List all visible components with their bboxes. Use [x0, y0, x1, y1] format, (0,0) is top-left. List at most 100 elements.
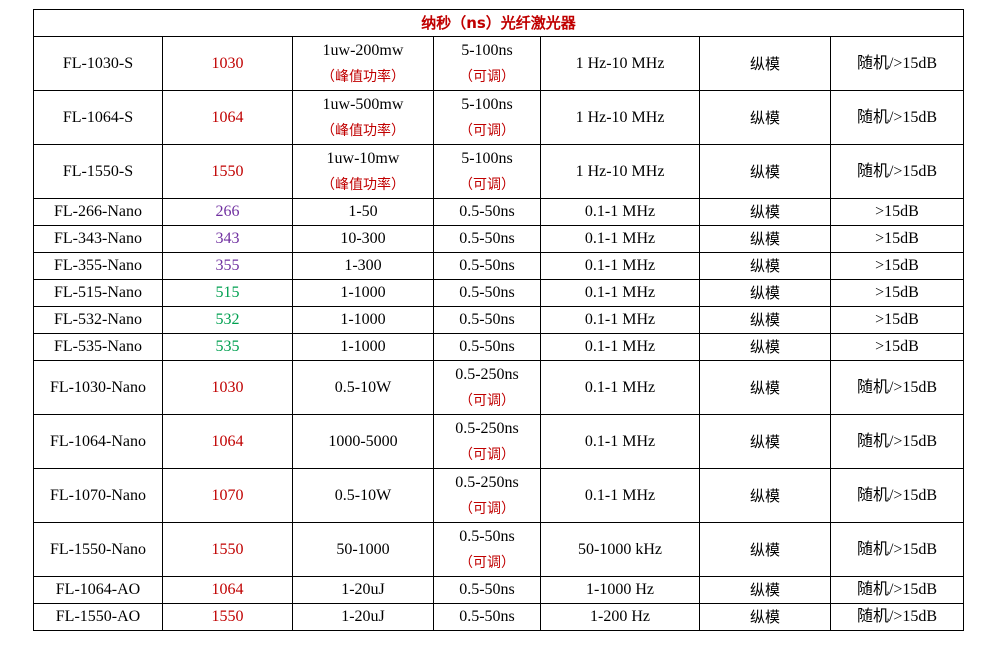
- pulse-width-note: （可调）: [459, 68, 515, 85]
- model-cell: FL-266-Nano: [33, 198, 163, 226]
- power-cell: 1uw-200mw （峰值功率）: [292, 36, 434, 91]
- wavelength-cell: 515: [162, 279, 293, 307]
- pulse-width-cell: 0.5-50ns: [433, 198, 541, 226]
- pulse-width-value: 0.5-250ns: [455, 365, 519, 383]
- repetition-rate-cell: 1-1000 Hz: [540, 576, 700, 604]
- extinction-cell: 随机/>15dB: [829, 576, 965, 604]
- extinction-cell: 随机/>15dB: [829, 468, 965, 523]
- model-cell: FL-1550-Nano: [33, 522, 163, 577]
- mode-cell: 纵模: [699, 36, 831, 91]
- model-cell: FL-535-Nano: [33, 333, 163, 361]
- pulse-width-value: 0.5-50ns: [459, 527, 515, 545]
- power-value: 1uw-10mw: [326, 149, 400, 167]
- pulse-width-cell: 0.5-50ns: [433, 576, 541, 604]
- power-value: 1uw-200mw: [322, 41, 404, 59]
- pulse-width-note: （可调）: [459, 446, 515, 463]
- repetition-rate-cell: 0.1-1 MHz: [540, 468, 700, 523]
- pulse-width-note: （可调）: [459, 500, 515, 517]
- wavelength-cell: 1064: [162, 576, 293, 604]
- repetition-rate-cell: 0.1-1 MHz: [540, 252, 700, 280]
- pulse-width-cell: 0.5-250ns （可调）: [433, 468, 541, 523]
- mode-cell: 纵模: [699, 90, 831, 145]
- extinction-cell: 随机/>15dB: [829, 144, 965, 199]
- pulse-width-cell: 0.5-250ns （可调）: [433, 414, 541, 469]
- power-cell: 1-50: [292, 198, 434, 226]
- table-row: FL-1064-Nano 1064 1000-5000 0.5-250ns （可调） 0.…: [33, 414, 965, 469]
- extinction-cell: >15dB: [829, 252, 965, 280]
- mode-cell: 纵模: [699, 306, 831, 334]
- power-cell: 10-300: [292, 225, 434, 253]
- pulse-width-cell: 5-100ns （可调）: [433, 144, 541, 199]
- model-cell: FL-1064-AO: [33, 576, 163, 604]
- repetition-rate-cell: 0.1-1 MHz: [540, 333, 700, 361]
- power-note: （峰值功率）: [321, 68, 405, 85]
- model-cell: FL-343-Nano: [33, 225, 163, 253]
- wavelength-cell: 343: [162, 225, 293, 253]
- wavelength-cell: 1550: [162, 603, 293, 631]
- extinction-cell: 随机/>15dB: [829, 360, 965, 415]
- power-cell: 1-1000: [292, 279, 434, 307]
- mode-cell: 纵模: [699, 468, 831, 523]
- wavelength-cell: 266: [162, 198, 293, 226]
- wavelength-cell: 1070: [162, 468, 293, 523]
- table-row: FL-535-Nano 535 1-1000 0.5-50ns 0.1-1 MHz 纵模 >…: [33, 333, 965, 361]
- table-row: FL-1070-Nano 1070 0.5-10W 0.5-250ns （可调） 0.1-…: [33, 468, 965, 523]
- pulse-width-note: （可调）: [459, 392, 515, 409]
- pulse-width-cell: 0.5-50ns: [433, 333, 541, 361]
- pulse-width-cell: 0.5-50ns: [433, 252, 541, 280]
- power-note: （峰值功率）: [321, 122, 405, 139]
- pulse-width-note: （可调）: [459, 176, 515, 193]
- pulse-width-cell: 5-100ns （可调）: [433, 90, 541, 145]
- wavelength-cell: 1064: [162, 414, 293, 469]
- power-cell: 1-1000: [292, 333, 434, 361]
- mode-cell: 纵模: [699, 225, 831, 253]
- table-row: FL-515-Nano 515 1-1000 0.5-50ns 0.1-1 MHz 纵模 >…: [33, 279, 965, 307]
- repetition-rate-cell: 1 Hz-10 MHz: [540, 90, 700, 145]
- model-cell: FL-515-Nano: [33, 279, 163, 307]
- extinction-cell: 随机/>15dB: [829, 36, 965, 91]
- mode-cell: 纵模: [699, 279, 831, 307]
- pulse-width-cell: 0.5-50ns: [433, 306, 541, 334]
- table-row: FL-532-Nano 532 1-1000 0.5-50ns 0.1-1 MHz 纵模 >…: [33, 306, 965, 334]
- extinction-cell: >15dB: [829, 198, 965, 226]
- mode-cell: 纵模: [699, 414, 831, 469]
- table-row: FL-1030-S 1030 1uw-200mw （峰值功率） 5-100ns （可调） 1…: [33, 36, 965, 91]
- power-note: （峰值功率）: [321, 176, 405, 193]
- wavelength-cell: 1550: [162, 522, 293, 577]
- repetition-rate-cell: 0.1-1 MHz: [540, 225, 700, 253]
- repetition-rate-cell: 0.1-1 MHz: [540, 360, 700, 415]
- extinction-cell: >15dB: [829, 279, 965, 307]
- mode-cell: 纵模: [699, 198, 831, 226]
- wavelength-cell: 355: [162, 252, 293, 280]
- repetition-rate-cell: 1 Hz-10 MHz: [540, 36, 700, 91]
- model-cell: FL-1030-Nano: [33, 360, 163, 415]
- power-cell: 0.5-10W: [292, 360, 434, 415]
- wavelength-cell: 1064: [162, 90, 293, 145]
- wavelength-cell: 1030: [162, 36, 293, 91]
- model-cell: FL-355-Nano: [33, 252, 163, 280]
- wavelength-cell: 1030: [162, 360, 293, 415]
- extinction-cell: >15dB: [829, 333, 965, 361]
- power-cell: 1-1000: [292, 306, 434, 334]
- extinction-cell: >15dB: [829, 306, 965, 334]
- extinction-cell: 随机/>15dB: [829, 603, 965, 631]
- power-cell: 1uw-500mw （峰值功率）: [292, 90, 434, 145]
- table-row: FL-1550-Nano 1550 50-1000 0.5-50ns （可调） 50-10…: [33, 522, 965, 577]
- mode-cell: 纵模: [699, 360, 831, 415]
- repetition-rate-cell: 50-1000 kHz: [540, 522, 700, 577]
- table-row: FL-1030-Nano 1030 0.5-10W 0.5-250ns （可调） 0.1-…: [33, 360, 965, 415]
- wavelength-cell: 532: [162, 306, 293, 334]
- mode-cell: 纵模: [699, 252, 831, 280]
- table-title: 纳秒（ns）光纤激光器: [32, 9, 965, 37]
- laser-spec-table: 纳秒（ns）光纤激光器 FL-1030-S 1030 1uw-200mw （峰值功率）…: [32, 9, 965, 631]
- pulse-width-cell: 0.5-250ns （可调）: [433, 360, 541, 415]
- wavelength-cell: 535: [162, 333, 293, 361]
- extinction-cell: 随机/>15dB: [829, 90, 965, 145]
- table-row: FL-1550-AO 1550 1-20uJ 0.5-50ns 1-200 Hz 纵模 随机…: [33, 603, 965, 631]
- power-cell: 50-1000: [292, 522, 434, 577]
- repetition-rate-cell: 1-200 Hz: [540, 603, 700, 631]
- power-cell: 1-300: [292, 252, 434, 280]
- table-row: FL-1064-AO 1064 1-20uJ 0.5-50ns 1-1000 Hz 纵模随…: [33, 576, 965, 604]
- power-cell: 1uw-10mw （峰值功率）: [292, 144, 434, 199]
- pulse-width-cell: 0.5-50ns: [433, 279, 541, 307]
